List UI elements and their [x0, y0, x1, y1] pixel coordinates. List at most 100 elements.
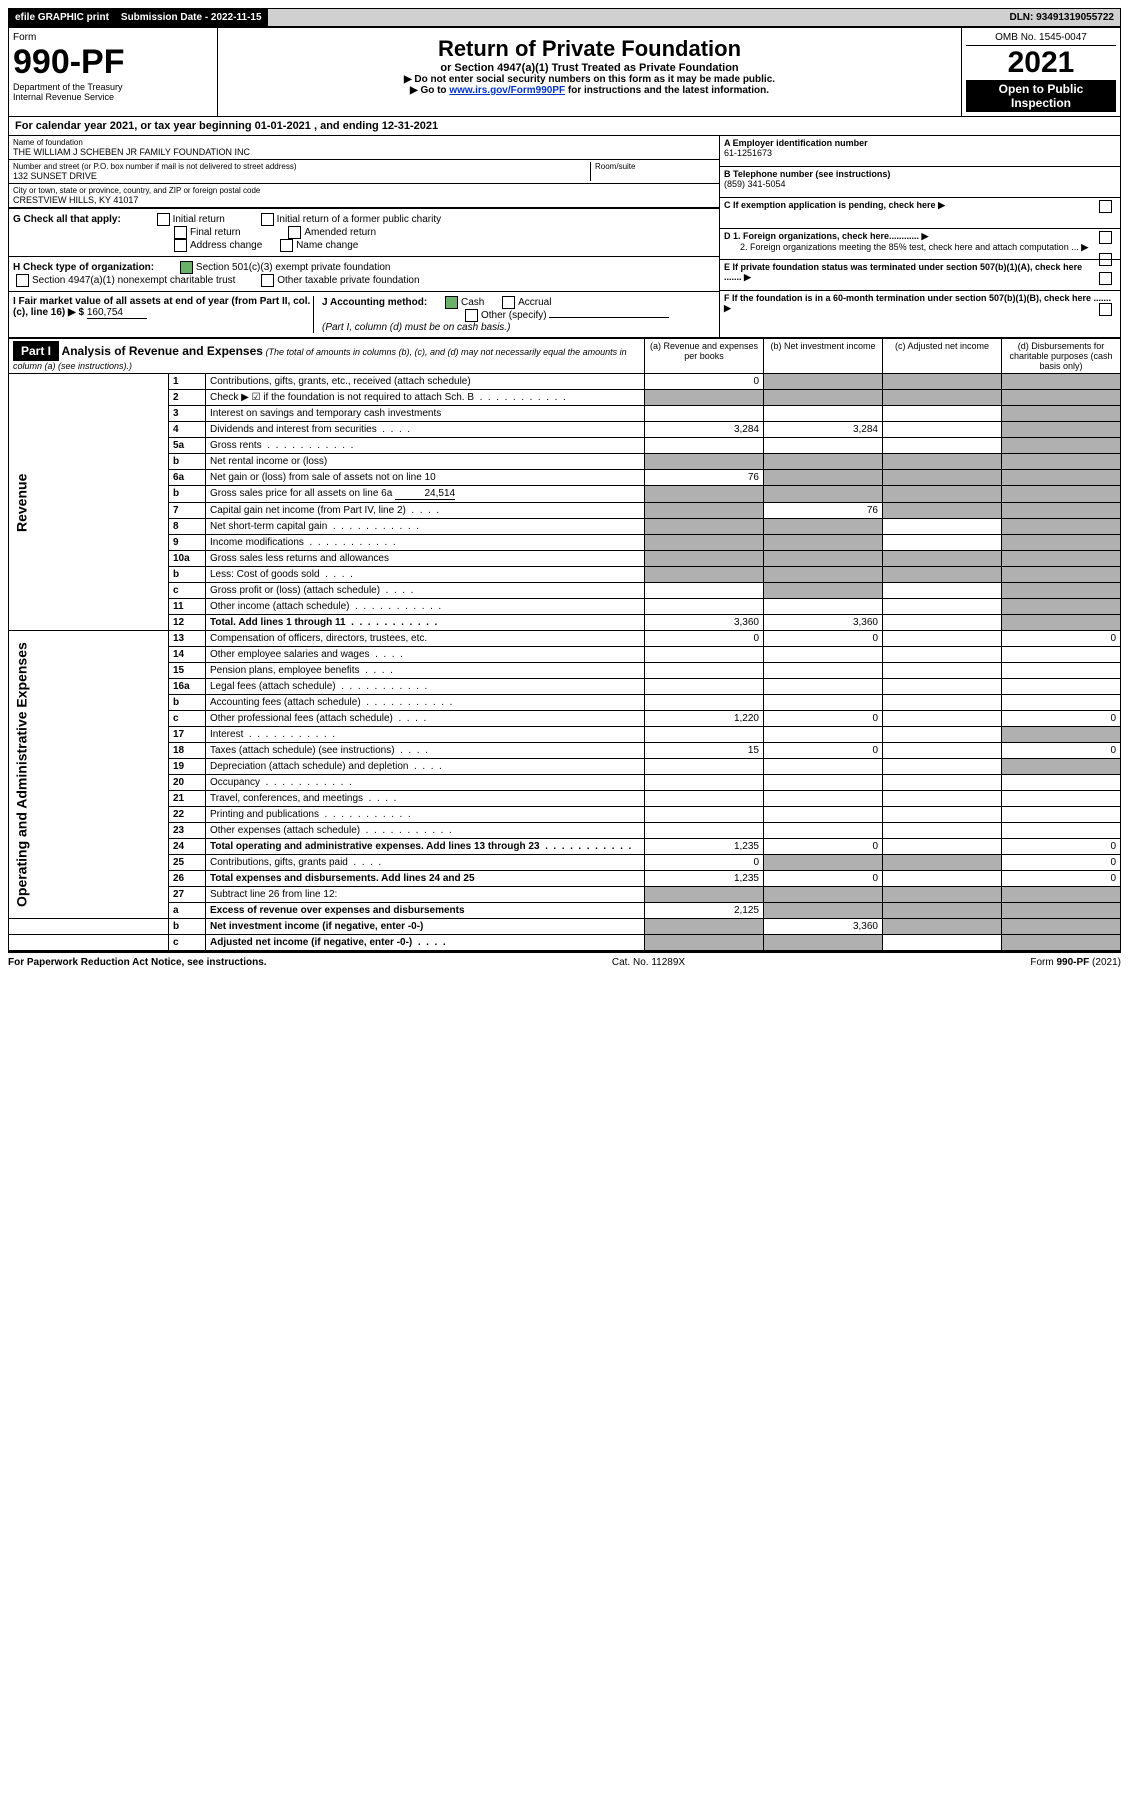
cell	[1002, 695, 1121, 711]
other-method-label: Other (specify)	[481, 310, 547, 321]
cell	[764, 374, 883, 390]
line-19-text: Depreciation (attach schedule) and deple…	[210, 761, 408, 772]
cell	[883, 438, 1002, 454]
name-label: Name of foundation	[13, 138, 715, 147]
line-1-desc: Contributions, gifts, grants, etc., rece…	[206, 374, 645, 390]
line-num: 6a	[169, 470, 206, 486]
footer-left: For Paperwork Reduction Act Notice, see …	[8, 957, 267, 968]
accrual-checkbox[interactable]	[502, 296, 515, 309]
line-num: 26	[169, 871, 206, 887]
ein-cell: A Employer identification number 61-1251…	[720, 136, 1120, 167]
line-23-desc: Other expenses (attach schedule)	[206, 823, 645, 839]
line-num: c	[169, 935, 206, 951]
line-24-d: 0	[1002, 839, 1121, 855]
revenue-section-label: Revenue	[9, 374, 169, 631]
cell	[883, 679, 1002, 695]
cell	[1002, 422, 1121, 438]
omb-number: OMB No. 1545-0047	[966, 32, 1116, 46]
cell	[645, 583, 764, 599]
cell	[764, 727, 883, 743]
exemption-pending-checkbox[interactable]	[1099, 200, 1112, 213]
instr-ssn: ▶ Do not enter social security numbers o…	[222, 74, 957, 85]
cell	[645, 887, 764, 903]
initial-former-checkbox[interactable]	[261, 213, 274, 226]
dept-treasury: Department of the Treasury	[13, 82, 213, 92]
line-num: 20	[169, 775, 206, 791]
col-d-header: (d) Disbursements for charitable purpose…	[1002, 339, 1121, 374]
cell	[645, 406, 764, 422]
line-27a-desc: Excess of revenue over expenses and disb…	[206, 903, 645, 919]
cell	[764, 663, 883, 679]
line-21-desc: Travel, conferences, and meetings	[206, 791, 645, 807]
d2-label: 2. Foreign organizations meeting the 85%…	[740, 242, 1079, 252]
i-label: I Fair market value of all assets at end…	[13, 296, 310, 318]
line-22-text: Printing and publications	[210, 809, 319, 820]
cell	[764, 775, 883, 791]
line-3-desc: Interest on savings and temporary cash i…	[206, 406, 645, 422]
line-24-b: 0	[764, 839, 883, 855]
cell	[883, 775, 1002, 791]
line-num: 13	[169, 631, 206, 647]
efile-label[interactable]: efile GRAPHIC print	[9, 9, 115, 26]
ein-value: 61-1251673	[724, 148, 1116, 158]
line-num: b	[169, 919, 206, 935]
line-6b-desc: Gross sales price for all assets on line…	[206, 486, 645, 503]
foreign-85-checkbox[interactable]	[1099, 253, 1112, 266]
line-18-d: 0	[1002, 743, 1121, 759]
501c3-checkbox[interactable]	[180, 261, 193, 274]
cell	[883, 422, 1002, 438]
other-method-checkbox[interactable]	[465, 309, 478, 322]
cell	[883, 631, 1002, 647]
line-10b-text: Less: Cost of goods sold	[210, 569, 320, 580]
part1-table: Part I Analysis of Revenue and Expenses …	[8, 338, 1121, 951]
entity-right: A Employer identification number 61-1251…	[719, 136, 1120, 337]
calendar-year-row: For calendar year 2021, or tax year begi…	[8, 117, 1121, 136]
address-change-checkbox[interactable]	[174, 239, 187, 252]
line-num: 5a	[169, 438, 206, 454]
status-terminated-checkbox[interactable]	[1099, 272, 1112, 285]
cell	[645, 567, 764, 583]
cell	[764, 599, 883, 615]
irs-link[interactable]: www.irs.gov/Form990PF	[449, 85, 565, 96]
cell	[1002, 887, 1121, 903]
final-return-checkbox[interactable]	[174, 226, 187, 239]
name-change-label: Name change	[296, 240, 358, 251]
name-change-checkbox[interactable]	[280, 239, 293, 252]
cell	[764, 486, 883, 503]
line-25-a: 0	[645, 855, 764, 871]
initial-return-checkbox[interactable]	[157, 213, 170, 226]
cash-checkbox[interactable]	[445, 296, 458, 309]
line-4-text: Dividends and interest from securities	[210, 424, 377, 435]
cell	[883, 695, 1002, 711]
line-26-desc: Total expenses and disbursements. Add li…	[206, 871, 645, 887]
other-taxable-checkbox[interactable]	[261, 274, 274, 287]
cell	[883, 791, 1002, 807]
line-num: 21	[169, 791, 206, 807]
line-27b-b: 3,360	[764, 919, 883, 935]
initial-return-label: Initial return	[173, 214, 225, 225]
header-right: OMB No. 1545-0047 2021 Open to Public In…	[961, 28, 1120, 116]
line-5b-desc: Net rental income or (loss)	[206, 454, 645, 470]
cell	[1002, 663, 1121, 679]
line-num: 1	[169, 374, 206, 390]
footer-center: Cat. No. 11289X	[612, 957, 685, 968]
cell	[1002, 583, 1121, 599]
line-num: 25	[169, 855, 206, 871]
other-method-input[interactable]	[549, 317, 669, 318]
cell	[645, 919, 764, 935]
line-20-desc: Occupancy	[206, 775, 645, 791]
line-num: b	[169, 486, 206, 503]
amended-checkbox[interactable]	[288, 226, 301, 239]
initial-former-label: Initial return of a former public charit…	[277, 214, 442, 225]
d-cell: D 1. Foreign organizations, check here..…	[720, 229, 1120, 260]
line-num: 7	[169, 503, 206, 519]
4947-checkbox[interactable]	[16, 274, 29, 287]
foreign-org-checkbox[interactable]	[1099, 231, 1112, 244]
cell	[1002, 791, 1121, 807]
foundation-name-cell: Name of foundation THE WILLIAM J SCHEBEN…	[9, 136, 719, 160]
line-num: c	[169, 583, 206, 599]
cell	[1002, 438, 1121, 454]
60month-checkbox[interactable]	[1099, 303, 1112, 316]
cell	[1002, 374, 1121, 390]
4947-label: Section 4947(a)(1) nonexempt charitable …	[32, 275, 235, 286]
